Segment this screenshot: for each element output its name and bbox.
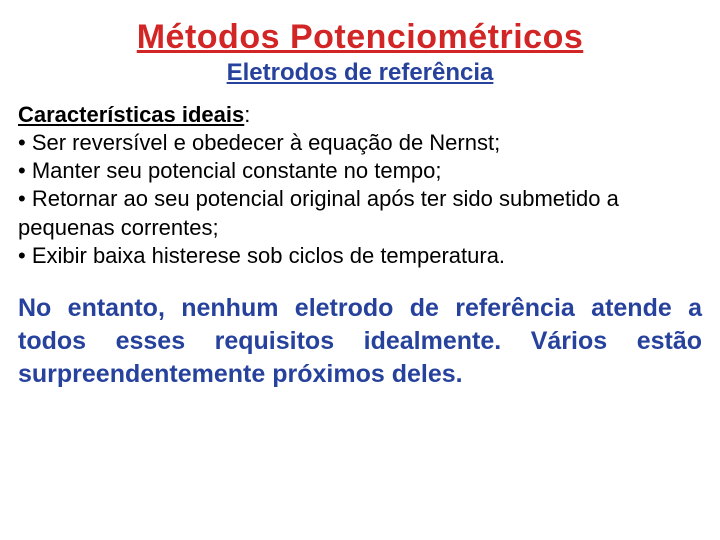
characteristics-block: Características ideais: • Ser reversível… [18, 101, 702, 270]
slide-title: Métodos Potenciométricos [18, 18, 702, 57]
bullet-item: • Manter seu potencial constante no temp… [18, 157, 702, 185]
heading-colon: : [244, 102, 250, 127]
bullet-item: • Retornar ao seu potencial original apó… [18, 185, 702, 241]
slide-subtitle: Eletrodos de referência [18, 59, 702, 87]
section-heading: Características ideais [18, 102, 244, 127]
bullet-item: • Ser reversível e obedecer à equação de… [18, 129, 702, 157]
conclusion-paragraph: No entanto, nenhum eletrodo de referênci… [18, 292, 702, 391]
bullet-item: • Exibir baixa histerese sob ciclos de t… [18, 242, 702, 270]
